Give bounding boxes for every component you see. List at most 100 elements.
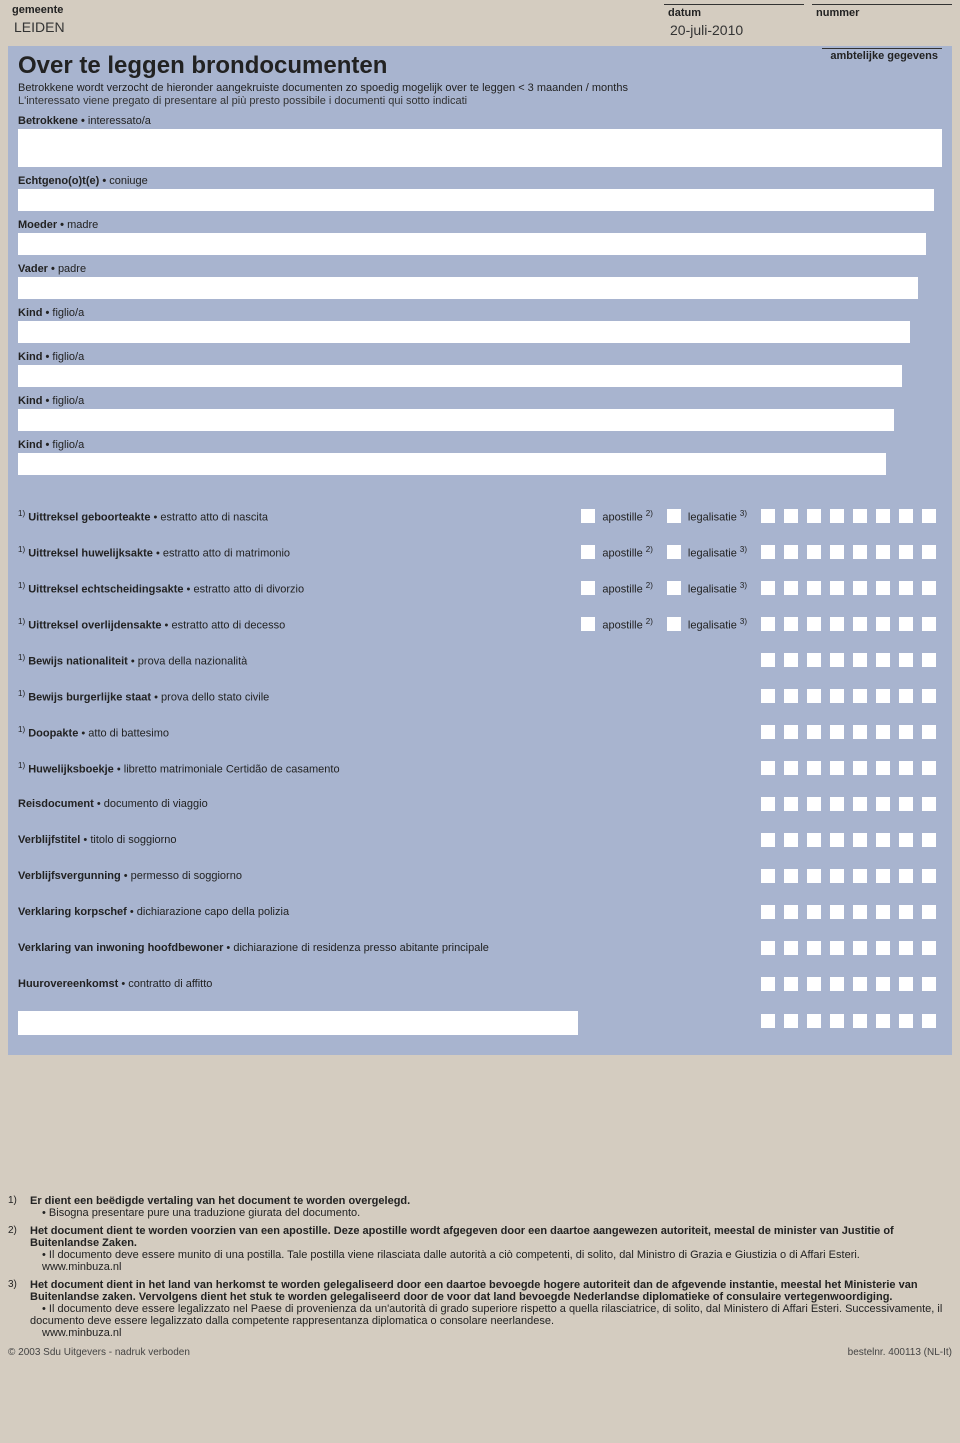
grid-checkbox[interactable] [807, 905, 821, 919]
legalisatie-checkbox[interactable] [667, 509, 681, 523]
grid-checkbox[interactable] [853, 725, 867, 739]
grid-checkbox[interactable] [830, 797, 844, 811]
grid-checkbox[interactable] [761, 905, 775, 919]
grid-checkbox[interactable] [853, 905, 867, 919]
person-field[interactable] [18, 189, 934, 211]
grid-checkbox[interactable] [899, 905, 913, 919]
grid-checkbox[interactable] [922, 617, 936, 631]
grid-checkbox[interactable] [807, 725, 821, 739]
grid-checkbox[interactable] [899, 617, 913, 631]
grid-checkbox[interactable] [830, 761, 844, 775]
person-field[interactable] [18, 365, 902, 387]
grid-checkbox[interactable] [876, 833, 890, 847]
grid-checkbox[interactable] [853, 977, 867, 991]
grid-checkbox[interactable] [876, 869, 890, 883]
grid-checkbox[interactable] [761, 797, 775, 811]
grid-checkbox[interactable] [784, 833, 798, 847]
grid-checkbox[interactable] [899, 689, 913, 703]
grid-checkbox[interactable] [784, 545, 798, 559]
grid-checkbox[interactable] [899, 653, 913, 667]
grid-checkbox[interactable] [922, 797, 936, 811]
grid-checkbox[interactable] [761, 833, 775, 847]
grid-checkbox[interactable] [876, 689, 890, 703]
grid-checkbox[interactable] [784, 869, 798, 883]
grid-checkbox[interactable] [876, 905, 890, 919]
grid-checkbox[interactable] [876, 941, 890, 955]
grid-checkbox[interactable] [922, 509, 936, 523]
grid-checkbox[interactable] [876, 977, 890, 991]
grid-checkbox[interactable] [784, 725, 798, 739]
grid-checkbox[interactable] [784, 581, 798, 595]
grid-checkbox[interactable] [761, 653, 775, 667]
apostille-checkbox[interactable] [581, 545, 595, 559]
person-field[interactable] [18, 409, 894, 431]
grid-checkbox[interactable] [830, 689, 844, 703]
grid-checkbox[interactable] [830, 653, 844, 667]
grid-checkbox[interactable] [853, 689, 867, 703]
grid-checkbox[interactable] [807, 545, 821, 559]
grid-checkbox[interactable] [830, 617, 844, 631]
grid-checkbox[interactable] [807, 653, 821, 667]
grid-checkbox[interactable] [807, 941, 821, 955]
grid-checkbox[interactable] [899, 941, 913, 955]
grid-checkbox[interactable] [853, 941, 867, 955]
grid-checkbox[interactable] [853, 833, 867, 847]
grid-checkbox[interactable] [761, 941, 775, 955]
grid-checkbox[interactable] [853, 581, 867, 595]
grid-checkbox[interactable] [830, 869, 844, 883]
grid-checkbox[interactable] [899, 869, 913, 883]
person-field[interactable] [18, 321, 910, 343]
grid-checkbox[interactable] [784, 653, 798, 667]
grid-checkbox[interactable] [761, 689, 775, 703]
grid-checkbox[interactable] [853, 761, 867, 775]
grid-checkbox[interactable] [807, 833, 821, 847]
grid-checkbox[interactable] [922, 725, 936, 739]
grid-checkbox[interactable] [853, 509, 867, 523]
grid-checkbox[interactable] [830, 509, 844, 523]
grid-checkbox[interactable] [876, 797, 890, 811]
grid-checkbox[interactable] [830, 725, 844, 739]
grid-checkbox[interactable] [807, 689, 821, 703]
grid-checkbox[interactable] [830, 977, 844, 991]
grid-checkbox[interactable] [922, 1014, 936, 1028]
grid-checkbox[interactable] [761, 977, 775, 991]
grid-checkbox[interactable] [784, 905, 798, 919]
grid-checkbox[interactable] [922, 905, 936, 919]
grid-checkbox[interactable] [784, 761, 798, 775]
grid-checkbox[interactable] [830, 1014, 844, 1028]
grid-checkbox[interactable] [830, 941, 844, 955]
grid-checkbox[interactable] [807, 797, 821, 811]
grid-checkbox[interactable] [807, 869, 821, 883]
grid-checkbox[interactable] [784, 941, 798, 955]
grid-checkbox[interactable] [899, 833, 913, 847]
grid-checkbox[interactable] [876, 761, 890, 775]
person-field[interactable] [18, 129, 942, 167]
grid-checkbox[interactable] [807, 1014, 821, 1028]
grid-checkbox[interactable] [761, 869, 775, 883]
grid-checkbox[interactable] [899, 725, 913, 739]
apostille-checkbox[interactable] [581, 581, 595, 595]
grid-checkbox[interactable] [807, 761, 821, 775]
grid-checkbox[interactable] [784, 1014, 798, 1028]
grid-checkbox[interactable] [853, 653, 867, 667]
grid-checkbox[interactable] [899, 977, 913, 991]
person-field[interactable] [18, 277, 918, 299]
grid-checkbox[interactable] [807, 617, 821, 631]
grid-checkbox[interactable] [922, 581, 936, 595]
grid-checkbox[interactable] [761, 1014, 775, 1028]
grid-checkbox[interactable] [761, 725, 775, 739]
grid-checkbox[interactable] [761, 617, 775, 631]
grid-checkbox[interactable] [876, 725, 890, 739]
extra-field[interactable] [18, 1011, 578, 1035]
grid-checkbox[interactable] [853, 545, 867, 559]
grid-checkbox[interactable] [922, 689, 936, 703]
grid-checkbox[interactable] [853, 869, 867, 883]
grid-checkbox[interactable] [876, 1014, 890, 1028]
grid-checkbox[interactable] [784, 797, 798, 811]
grid-checkbox[interactable] [784, 689, 798, 703]
grid-checkbox[interactable] [761, 545, 775, 559]
grid-checkbox[interactable] [761, 761, 775, 775]
grid-checkbox[interactable] [922, 869, 936, 883]
grid-checkbox[interactable] [761, 509, 775, 523]
grid-checkbox[interactable] [876, 509, 890, 523]
